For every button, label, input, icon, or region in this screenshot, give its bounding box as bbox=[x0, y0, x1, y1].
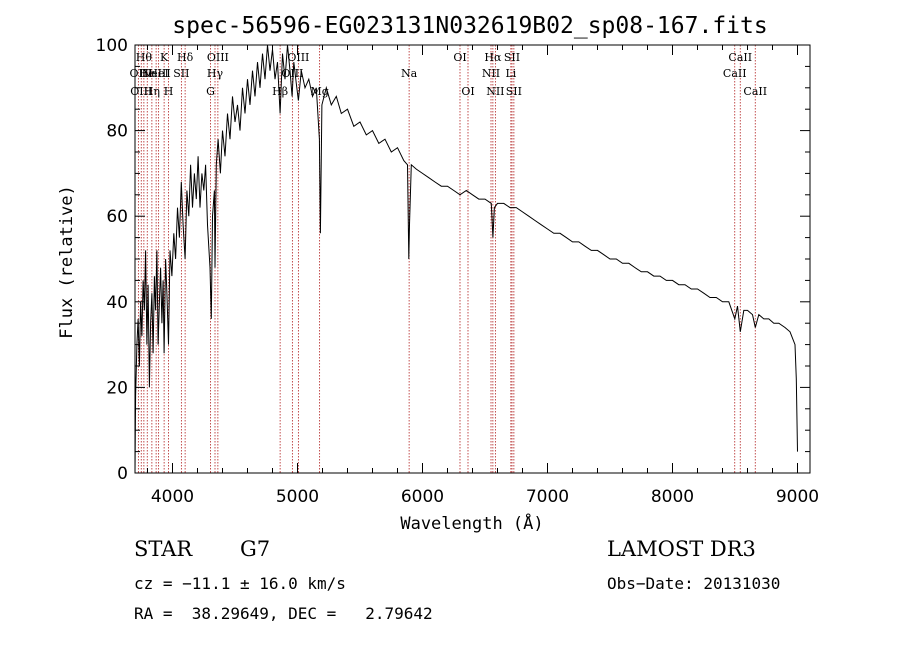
line-label-9: SII bbox=[173, 67, 189, 80]
plot-frame bbox=[134, 44, 811, 474]
x-tick-label-1: 5000 bbox=[276, 487, 319, 507]
redshift-velocity: cz = −11.1 ± 16.0 km/s bbox=[134, 574, 346, 593]
y-axis-label: Flux (relative) bbox=[57, 185, 77, 339]
x-tick-label-4: 8000 bbox=[651, 487, 694, 507]
line-label-23: NII bbox=[486, 85, 504, 98]
x-tick-label-3: 7000 bbox=[526, 487, 569, 507]
line-label-10: Hδ bbox=[177, 51, 194, 64]
line-label-0: OII bbox=[130, 67, 148, 80]
chart-title: spec-56596-EG023131N032619B02_sp08-167.f… bbox=[172, 13, 767, 39]
line-label-22: Hα bbox=[484, 51, 502, 64]
object-subclass: G7 bbox=[240, 537, 271, 561]
line-label-25: SII bbox=[504, 51, 520, 64]
x-axis-label: Wavelength (Å) bbox=[400, 512, 543, 534]
line-label-4: Hη bbox=[144, 85, 160, 98]
y-tick-label-5: 100 bbox=[96, 36, 128, 56]
axis-ticks: 4000 5000 6000 7000 8000 9000 0 20 40 60 80 100 bbox=[96, 36, 820, 507]
line-label-28: CaII bbox=[728, 51, 752, 64]
y-tick-label-2: 40 bbox=[106, 293, 128, 313]
line-label-21: NII bbox=[482, 67, 500, 80]
line-label-11: G bbox=[206, 85, 215, 98]
line-label-6: HeI bbox=[148, 67, 168, 80]
line-label-8: H bbox=[164, 85, 174, 98]
line-label-3: He bbox=[139, 67, 155, 80]
line-label-26: SII bbox=[506, 85, 522, 98]
line-label-14: Hβ bbox=[272, 85, 288, 98]
x-tick-label-5: 9000 bbox=[776, 487, 819, 507]
line-label-16: OIII bbox=[287, 51, 309, 64]
line-label-27: CaII bbox=[723, 67, 747, 80]
line-label-15: OIII bbox=[281, 67, 303, 80]
y-tick-label-3: 60 bbox=[106, 207, 128, 227]
object-class: STAR bbox=[134, 537, 193, 561]
y-tick-label-4: 80 bbox=[106, 122, 128, 142]
line-label-18: Na bbox=[401, 67, 418, 80]
line-label-20: OI bbox=[461, 85, 474, 98]
line-label-29: CaII bbox=[743, 85, 767, 98]
y-tick-label-1: 20 bbox=[106, 378, 128, 398]
x-tick-label-2: 6000 bbox=[401, 487, 444, 507]
line-label-19: OI bbox=[453, 51, 466, 64]
coordinates: RA = 38.29649, DEC = 2.79642 bbox=[134, 604, 433, 623]
line-label-12: Hγ bbox=[207, 67, 224, 80]
line-label-24: Li bbox=[505, 67, 516, 80]
survey-name: LAMOST DR3 bbox=[607, 537, 756, 561]
line-label-5: NeIII bbox=[142, 67, 171, 80]
x-tick-label-0: 4000 bbox=[151, 487, 194, 507]
observation-date: Obs−Date: 20131030 bbox=[607, 574, 781, 593]
line-label-2: Hθ bbox=[136, 51, 153, 64]
spectrum-line bbox=[134, 44, 798, 474]
line-label-13: OIII bbox=[207, 51, 229, 64]
spectral-line-markers bbox=[137, 45, 756, 473]
y-tick-label-0: 0 bbox=[117, 464, 128, 484]
line-label-7: K bbox=[160, 51, 169, 64]
